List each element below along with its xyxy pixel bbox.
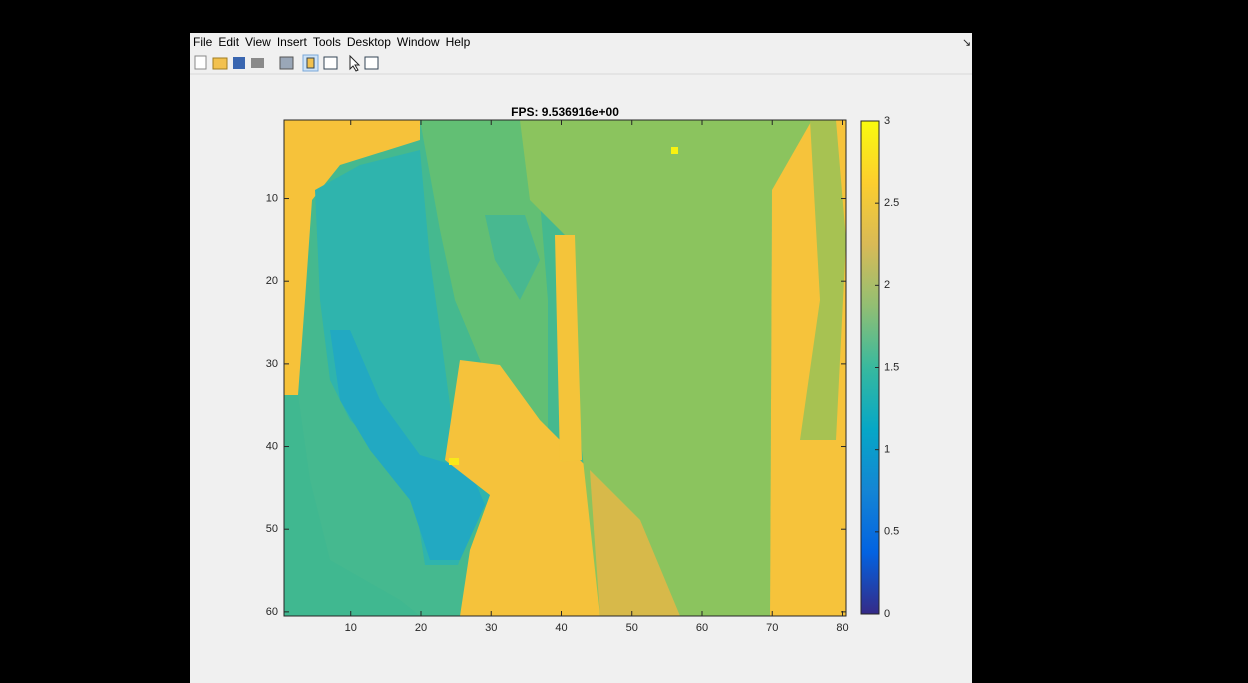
menu-item[interactable]: Window	[397, 35, 440, 49]
y-tick-label: 20	[266, 275, 278, 287]
y-tick-label: 40	[266, 440, 278, 452]
x-tick-label: 70	[766, 622, 778, 634]
legend-icon[interactable]	[324, 57, 337, 69]
y-tick-label: 50	[266, 523, 278, 535]
menu-item[interactable]: Edit	[218, 35, 239, 49]
colorbar-tick-label: 2	[884, 279, 890, 291]
print-icon[interactable]	[251, 58, 264, 68]
x-tick-label: 40	[555, 622, 567, 634]
x-tick-label: 60	[696, 622, 708, 634]
new-icon[interactable]	[195, 56, 206, 69]
colorbar-tick-label: 1	[884, 444, 890, 456]
y-tick-label: 30	[266, 358, 278, 370]
property-icon[interactable]	[365, 57, 378, 69]
menu-item[interactable]: Tools	[313, 35, 341, 49]
menu-item[interactable]: Insert	[277, 35, 308, 49]
x-tick-label: 10	[345, 622, 357, 634]
open-icon[interactable]	[213, 58, 227, 69]
colorbar-tick-label: 0	[884, 608, 890, 620]
x-tick-label: 50	[626, 622, 638, 634]
colorbar-tick-label: 3	[884, 115, 890, 127]
colorbar-tick-label: 2.5	[884, 197, 899, 209]
colorbar-tick-label: 1.5	[884, 361, 899, 373]
save-icon[interactable]	[233, 57, 245, 69]
menu-item[interactable]: File	[193, 35, 213, 49]
plot-title: FPS: 9.536916e+00	[511, 105, 619, 119]
heatmap-image	[284, 120, 846, 616]
x-tick-label: 20	[415, 622, 427, 634]
colorbar-icon	[307, 58, 314, 68]
dock-arrow[interactable]: ↘	[962, 37, 971, 49]
x-tick-label: 30	[485, 622, 497, 634]
y-tick-label: 10	[266, 192, 278, 204]
x-tick-label: 80	[836, 622, 848, 634]
colorbar-tick-label: 0.5	[884, 526, 899, 538]
link-icon[interactable]	[280, 57, 293, 69]
y-tick-label: 60	[266, 606, 278, 618]
menu-item[interactable]: Desktop	[347, 35, 391, 49]
menu-item[interactable]: Help	[446, 35, 471, 49]
screen: ↘ FPS: 9.536916e+00 File Edit View Insert To…	[0, 0, 1248, 683]
menu-item[interactable]: View	[245, 35, 271, 49]
